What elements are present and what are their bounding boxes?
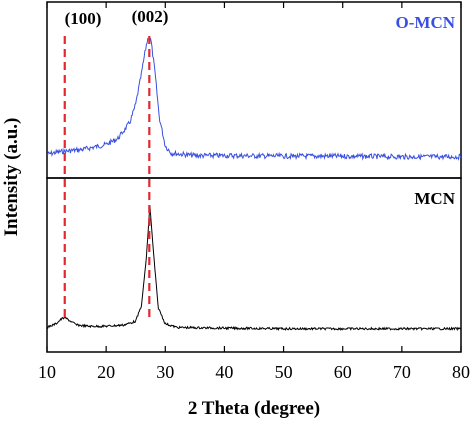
x-tick-label-40: 40 (215, 362, 233, 382)
peak-label-002: (002) (132, 7, 169, 26)
peak-label-100: (100) (65, 9, 102, 28)
series-line-o-mcn (46, 37, 462, 161)
bottom-panel-frame (46, 177, 462, 353)
x-tick-label-20: 20 (97, 362, 115, 382)
series-line-mcn (46, 205, 462, 332)
x-tick-label-30: 30 (156, 362, 174, 382)
reference-lines (63, 36, 151, 318)
series-layer (46, 37, 462, 332)
legend-label-o-mcn: O-MCN (396, 13, 456, 32)
x-axis-title: 2 Theta (degree) (188, 398, 320, 419)
legend-label-mcn: MCN (414, 189, 455, 208)
x-axis-ticks: 10 20 30 40 50 60 70 80 (38, 2, 470, 382)
y-axis-title: Intensity (a.u.) (1, 118, 22, 237)
x-tick-label-10: 10 (38, 362, 56, 382)
x-tick-label-70: 70 (393, 362, 411, 382)
x-tick-label-50: 50 (275, 362, 293, 382)
x-tick-label-80: 80 (452, 362, 470, 382)
x-tick-label-60: 60 (334, 362, 352, 382)
